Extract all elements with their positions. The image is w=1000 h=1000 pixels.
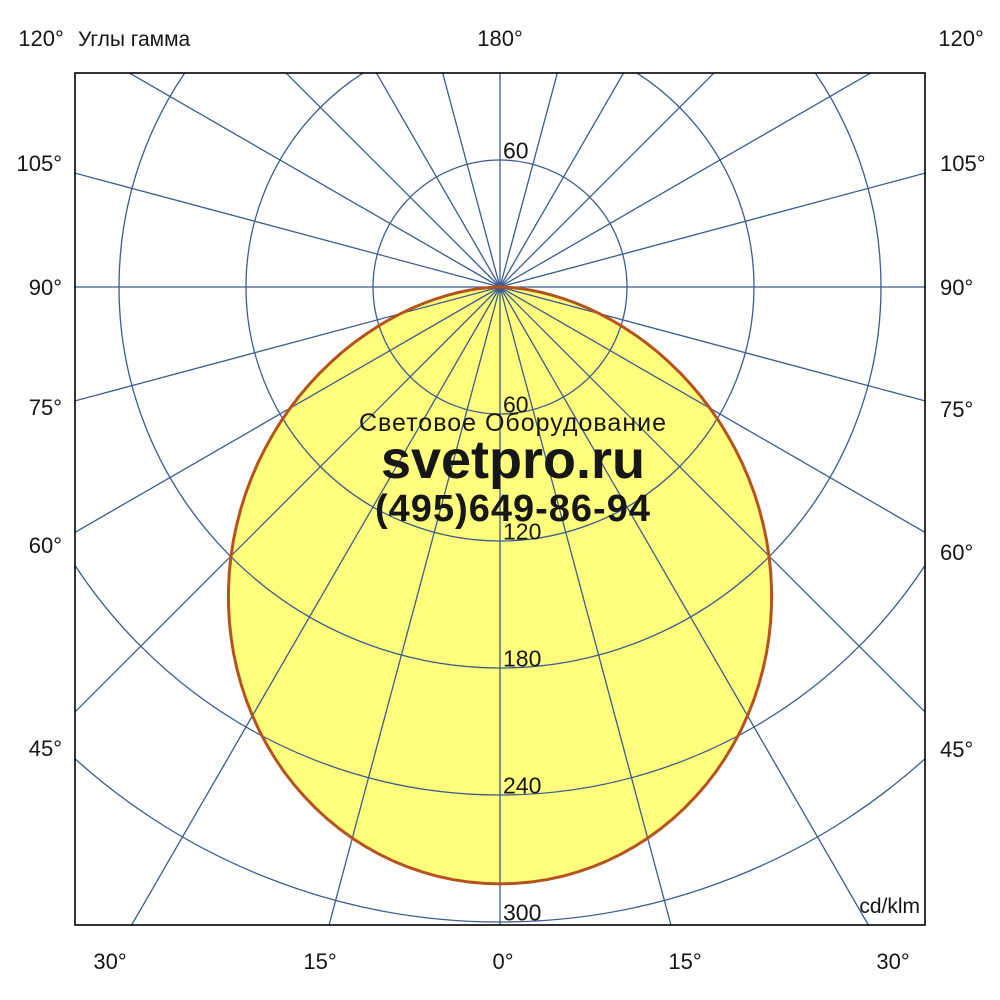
gamma-ray-105: [499, 172, 925, 288]
gamma-label-top-left-120: 120°: [18, 26, 64, 51]
gamma-label-bottom-4: 30°: [876, 949, 909, 974]
units-label: cd/klm: [859, 895, 920, 918]
gamma-label-right-3: 60°: [940, 540, 973, 565]
watermark: Световое Оборудованиеsvetpro.ru(495)649-…: [359, 409, 667, 530]
gamma-label-right-4: 45°: [940, 737, 973, 762]
gamma-ray--105: [75, 172, 501, 288]
gamma-label-bottom-3: 15°: [668, 949, 701, 974]
gamma-label-left-2: 75°: [29, 395, 62, 420]
gamma-ray-75: [499, 286, 925, 402]
gamma-ray-60: [499, 286, 925, 534]
gamma-ray--15: [328, 286, 501, 925]
gamma-label-top-180: 180°: [477, 26, 523, 51]
gamma-ray--135: [285, 73, 501, 288]
gamma-ray-120: [499, 73, 872, 288]
gamma-ray--75: [75, 286, 501, 402]
gamma-ray-45: [499, 286, 925, 713]
gamma-label-left-0: 105°: [16, 151, 62, 176]
intensity-curve-outline: [227, 285, 773, 886]
gamma-ray--60: [75, 286, 501, 534]
gamma-ray-15: [499, 286, 672, 925]
gamma-label-top-right-120: 120°: [938, 26, 984, 51]
watermark-line2: svetpro.ru: [381, 430, 645, 490]
gamma-label-left-1: 90°: [29, 275, 62, 300]
gamma-ray--120: [128, 73, 501, 288]
radial-tick-label-1: 60: [503, 392, 529, 418]
gamma-ray-135: [499, 73, 715, 288]
gamma-ray-30: [499, 286, 870, 925]
gamma-label-right-0: 105°: [940, 151, 986, 176]
watermark-line1: Световое Оборудование: [359, 409, 667, 437]
gamma-ray--150: [375, 73, 501, 288]
gamma-label-left-3: 60°: [29, 533, 62, 558]
watermark-line3: (495)649-86-94: [375, 488, 651, 530]
gamma-ray--30: [130, 286, 501, 925]
gamma-label-bottom-0: 30°: [93, 949, 126, 974]
gamma-label-right-2: 75°: [940, 397, 973, 422]
gamma-ray--165: [441, 73, 501, 288]
plot-border: [74, 72, 926, 926]
gamma-label-bottom-1: 15°: [303, 949, 336, 974]
gamma-label-left-4: 45°: [29, 736, 62, 761]
radial-tick-label-5: 300: [503, 900, 541, 926]
gamma-ray-150: [499, 73, 625, 288]
radial-tick-label-2: 120: [503, 519, 541, 545]
radial-tick-label-3: 180: [503, 646, 541, 672]
gamma-label-bottom-2: 0°: [492, 949, 513, 974]
gamma-label-right-1: 90°: [940, 275, 973, 300]
radial-tick-label-4: 240: [503, 773, 541, 799]
radial-tick-label-0: 60: [503, 138, 529, 164]
chart-title: Углы гамма: [78, 28, 191, 51]
gamma-ray-165: [499, 73, 559, 288]
gamma-ray--45: [75, 286, 501, 713]
